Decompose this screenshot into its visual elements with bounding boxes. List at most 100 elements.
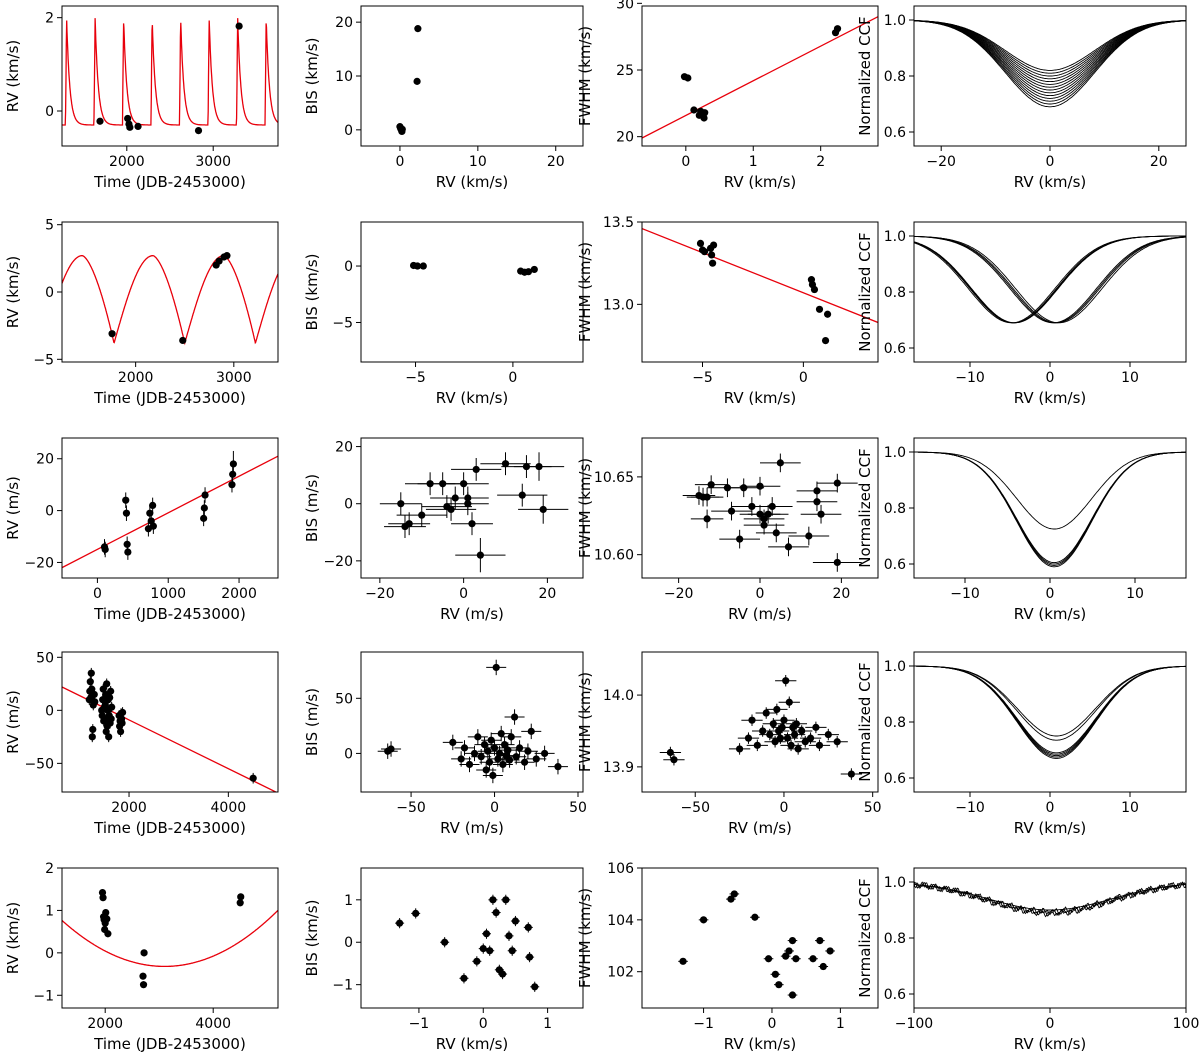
y-axis-label: FWHM (km/s) [576,458,594,558]
data-point [740,484,748,492]
plot-area [914,881,1186,918]
data-point [833,558,841,567]
panel-r5c4: −100 0 100 0.6 0.8 1.0 RV (km/s) Normalized CCF [856,867,1199,1053]
data-point [107,687,115,695]
x-axis-label: Time (JDB-2453000) [93,389,246,407]
x-tick-label: 4000 [211,800,247,816]
y-tick-label: 1.0 [884,659,906,675]
x-tick-label: 4000 [195,1016,231,1032]
data-point [460,744,469,752]
data-point [235,22,243,30]
panel-r3c4: −10 0 10 0.6 0.8 1.0 RV (km/s) Normalized CCF [856,437,1187,623]
data-point [764,510,772,518]
plot-area [396,25,422,136]
data-point [106,694,114,702]
data-point [86,678,94,686]
ccf-curve [914,451,1186,566]
ccf-curve [914,235,1186,324]
x-axis-label: RV (km/s) [436,1035,509,1053]
y-tick-label: −5 [332,315,353,331]
data-point [487,736,495,744]
x-axis-label: Time (JDB-2453000) [93,819,246,837]
ccf-curve [914,235,1186,324]
panel-r2c4: −10 0 10 0.6 0.8 1.0 RV (km/s) Normalized CCF [856,221,1187,407]
ccf-curve [914,665,1186,741]
panel-r2c2: −5 0 −5 0 RV (km/s) BIS (km/s) [303,221,584,407]
ccf-curve [914,665,1186,757]
plot-area [62,18,278,135]
y-tick-label: 1.0 [884,229,906,245]
plot-area [642,16,878,139]
y-tick-label: 2 [45,861,54,877]
y-axis-label: BIS (km/s) [303,38,321,115]
y-tick-label: 0.6 [884,557,906,573]
ccf-curve [914,665,1186,758]
data-point [823,310,832,318]
y-axis-label: RV (km/s) [4,902,22,975]
y-axis-label: Normalized CCF [856,448,874,567]
data-point [812,723,820,731]
data-point [449,738,457,746]
data-point [200,514,208,522]
data-point [441,938,449,946]
data-point [762,709,770,717]
x-tick-label: 2000 [111,800,147,816]
data-point [735,745,744,753]
data-point [460,480,468,488]
data-point [821,336,830,345]
data-point [700,248,709,256]
data-point [413,262,422,270]
y-tick-label: 0.8 [884,931,906,947]
data-point [756,482,764,490]
data-point [809,955,817,963]
data-point [465,760,474,769]
x-axis-label: RV (km/s) [724,1035,797,1053]
data-point [535,462,543,471]
data-point [101,545,109,554]
panel-r1c2: 0 10 20 0 10 20 RV (km/s) BIS (km/s) [303,5,584,191]
x-axis-label: RV (km/s) [1014,605,1087,623]
x-tick-label: 0 [1046,1016,1055,1032]
data-point [760,515,768,523]
panel-r1c1: 2000 3000 0 2 Time (JDB-2453000) RV (km/s) [4,5,279,191]
data-point [497,729,505,738]
data-point [776,459,784,467]
x-tick-label: 3000 [216,370,252,386]
y-axis-label: RV (km/s) [4,256,22,329]
data-point [530,265,538,274]
data-point [782,952,790,960]
data-point [751,913,759,921]
y-axis-label: RV (m/s) [4,690,22,754]
y-tick-label: 0 [45,504,54,520]
data-point [748,716,756,724]
x-tick-label: 0 [508,370,517,386]
data-point [539,505,547,514]
data-point [482,766,490,774]
x-axis-label: RV (km/s) [1014,173,1087,191]
y-axis-label: RV (km/s) [4,40,22,113]
data-point [124,548,132,556]
y-tick-label: 0.8 [884,285,906,301]
data-point [215,257,223,265]
x-tick-label: 50 [569,800,587,816]
y-tick-label: 0.6 [884,987,906,1003]
plot-area [914,451,1186,568]
data-point [118,708,127,717]
y-axis-label: BIS (m/s) [303,474,321,542]
plot-area [377,659,568,784]
y-tick-label: 0 [45,285,54,301]
data-point [107,715,115,723]
data-point [696,239,705,248]
y-tick-label: 20 [36,452,54,468]
data-point [826,947,834,955]
data-point [223,252,231,260]
data-point [485,758,494,766]
data-point [684,74,692,82]
data-point [397,500,405,508]
ccf-curve [914,665,1186,755]
data-point [805,532,813,540]
y-axis-label: RV (m/s) [4,476,22,540]
y-tick-label: 106 [607,861,634,877]
data-point [708,259,717,267]
data-point [833,25,842,33]
